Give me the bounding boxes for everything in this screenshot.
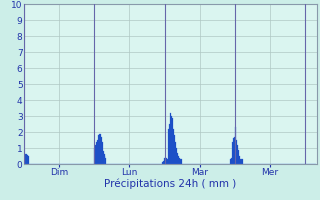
Bar bbox=[232, 142, 233, 164]
Bar bbox=[94, 148, 95, 164]
Bar bbox=[168, 129, 169, 164]
Bar bbox=[97, 140, 98, 164]
Bar bbox=[237, 145, 238, 164]
Bar bbox=[100, 137, 101, 164]
Bar bbox=[25, 154, 26, 164]
Bar bbox=[27, 154, 28, 164]
Bar bbox=[181, 159, 182, 164]
Bar bbox=[166, 158, 167, 164]
Bar bbox=[101, 142, 103, 164]
Bar bbox=[172, 118, 173, 164]
Bar bbox=[234, 137, 235, 164]
Bar bbox=[163, 161, 164, 164]
Bar bbox=[240, 159, 241, 164]
Bar bbox=[238, 150, 239, 164]
Bar bbox=[179, 158, 180, 164]
Bar bbox=[230, 159, 231, 164]
Bar bbox=[233, 138, 234, 164]
Bar bbox=[241, 159, 242, 164]
Bar bbox=[180, 159, 181, 164]
Bar bbox=[98, 135, 99, 164]
Bar bbox=[178, 156, 179, 164]
Bar bbox=[23, 153, 25, 164]
Bar bbox=[96, 142, 97, 164]
Bar bbox=[242, 159, 243, 164]
Bar bbox=[26, 154, 27, 164]
Bar bbox=[165, 158, 166, 164]
X-axis label: Précipitations 24h ( mm ): Précipitations 24h ( mm ) bbox=[104, 179, 236, 189]
Bar bbox=[167, 159, 168, 164]
Bar bbox=[177, 153, 178, 164]
Bar bbox=[105, 156, 106, 164]
Bar bbox=[95, 145, 96, 164]
Bar bbox=[239, 156, 240, 164]
Bar bbox=[231, 158, 232, 164]
Bar bbox=[170, 113, 171, 164]
Bar bbox=[176, 148, 177, 164]
Bar bbox=[99, 134, 100, 164]
Bar bbox=[235, 127, 236, 164]
Bar bbox=[173, 129, 174, 164]
Bar bbox=[164, 158, 165, 164]
Bar bbox=[104, 154, 105, 164]
Bar bbox=[162, 162, 163, 164]
Bar bbox=[174, 135, 175, 164]
Bar bbox=[169, 124, 170, 164]
Bar bbox=[103, 151, 104, 164]
Bar bbox=[106, 158, 107, 164]
Bar bbox=[175, 142, 176, 164]
Bar bbox=[236, 140, 237, 164]
Bar bbox=[171, 116, 172, 164]
Bar bbox=[28, 156, 29, 164]
